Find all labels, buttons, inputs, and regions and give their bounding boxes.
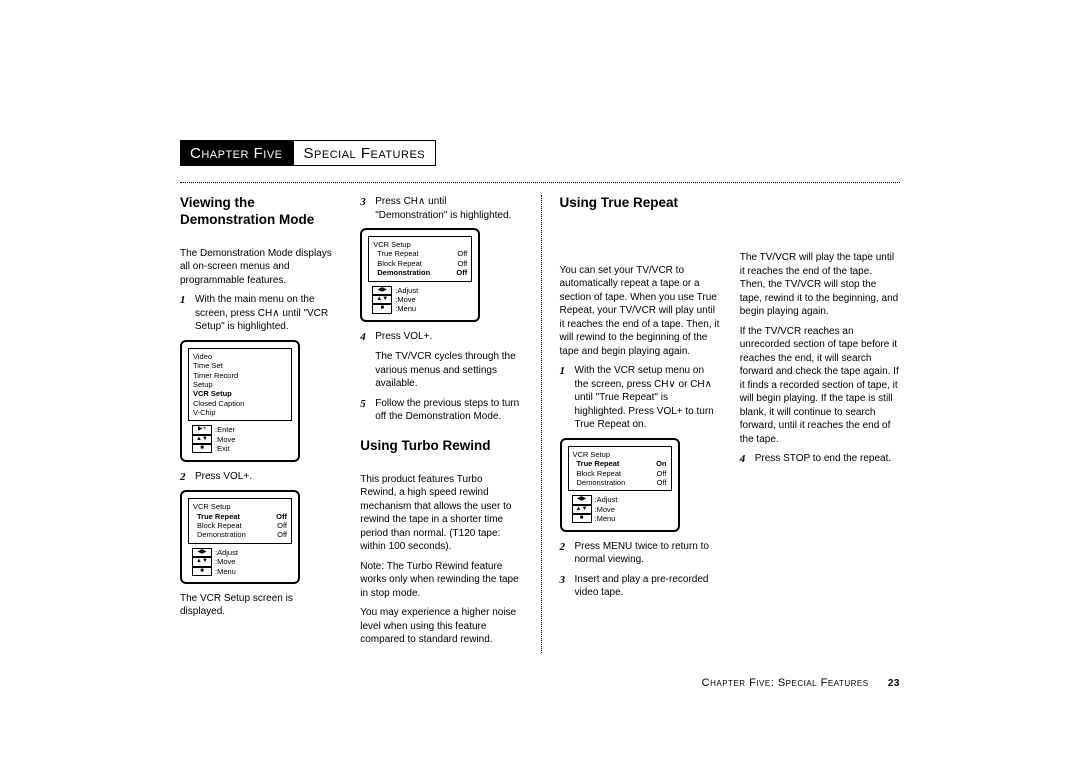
osd-true-repeat-on: VCR SetupTrue RepeatOnBlock RepeatOffDem…: [560, 438, 680, 532]
step-4: 4 Press VOL+.: [360, 330, 520, 345]
step-number: 2: [560, 540, 570, 567]
step-text: Press VOL+.: [195, 470, 340, 485]
step-number: 5: [360, 397, 370, 424]
page-footer: Chapter Five: Special Features 23: [702, 677, 900, 689]
body-text: The Demonstration Mode displays all on-s…: [180, 247, 340, 288]
step-text: With the VCR setup menu on the screen, p…: [575, 364, 720, 432]
step-number: 1: [560, 364, 570, 432]
step-1: 1 With the main menu on the screen, pres…: [180, 293, 340, 334]
step-text: Press MENU twice to return to normal vie…: [575, 540, 720, 567]
column-1: Viewing the Demonstration Mode The Demon…: [180, 195, 340, 653]
step-number: 3: [560, 573, 570, 600]
body-text: The TV/VCR will play the tape until it r…: [740, 251, 900, 319]
chapter-label-dark: Chapter Five: [180, 140, 293, 166]
step-text: Follow the previous steps to turn off th…: [375, 397, 520, 424]
step-number: 4: [740, 452, 750, 467]
body-text: The VCR Setup screen is displayed.: [180, 592, 340, 619]
step-4: 4 Press STOP to end the repeat.: [740, 452, 900, 467]
column-4: The TV/VCR will play the tape until it r…: [740, 195, 900, 653]
heading-turbo-rewind: Using Turbo Rewind: [360, 438, 520, 455]
osd-main-menu: VideoTime SetTimer RecordSetupVCR SetupC…: [180, 340, 300, 462]
step-text: Insert and play a pre-recorded video tap…: [575, 573, 720, 600]
body-text: The TV/VCR cycles through the various me…: [375, 350, 520, 391]
step-text: Press CH∧ until "Demonstration" is highl…: [375, 195, 520, 222]
body-text: Note: The Turbo Rewind feature works onl…: [360, 560, 520, 601]
step-number: 3: [360, 195, 370, 222]
heading-demo-mode: Viewing the Demonstration Mode: [180, 195, 340, 229]
step-3: 3 Press CH∧ until "Demonstration" is hig…: [360, 195, 520, 222]
step-1: 1 With the VCR setup menu on the screen,…: [560, 364, 720, 432]
body-text: If the TV/VCR reaches an unrecorded sect…: [740, 325, 900, 447]
body-text: This product features Turbo Rewind, a hi…: [360, 473, 520, 554]
chapter-label-light: Special Features: [293, 140, 437, 166]
column-2: 3 Press CH∧ until "Demonstration" is hig…: [360, 195, 520, 653]
step-3: 3 Insert and play a pre-recorded video t…: [560, 573, 720, 600]
divider: [180, 182, 900, 183]
page-number: 23: [888, 678, 900, 689]
body-text: You can set your TV/VCR to automatically…: [560, 264, 720, 359]
osd-vcr-setup: VCR SetupTrue RepeatOffBlock RepeatOffDe…: [180, 490, 300, 584]
osd-vcr-setup-demo: VCR SetupTrue RepeatOffBlock RepeatOffDe…: [360, 228, 480, 322]
step-2: 2 Press VOL+.: [180, 470, 340, 485]
chapter-tab: Chapter Five Special Features: [180, 140, 436, 166]
step-number: 2: [180, 470, 190, 485]
step-number: 1: [180, 293, 190, 334]
step-text: With the main menu on the screen, press …: [195, 293, 340, 334]
columns: Viewing the Demonstration Mode The Demon…: [180, 195, 900, 653]
step-2: 2 Press MENU twice to return to normal v…: [560, 540, 720, 567]
column-3: Using True Repeat You can set your TV/VC…: [541, 195, 720, 653]
heading-true-repeat: Using True Repeat: [560, 195, 720, 212]
step-text: Press STOP to end the repeat.: [755, 452, 900, 467]
step-text: Press VOL+.: [375, 330, 520, 345]
step-5: 5 Follow the previous steps to turn off …: [360, 397, 520, 424]
step-number: 4: [360, 330, 370, 345]
body-text: You may experience a higher noise level …: [360, 606, 520, 647]
manual-page: Chapter Five Special Features Viewing th…: [180, 140, 900, 653]
footer-text: Chapter Five: Special Features: [702, 677, 869, 689]
